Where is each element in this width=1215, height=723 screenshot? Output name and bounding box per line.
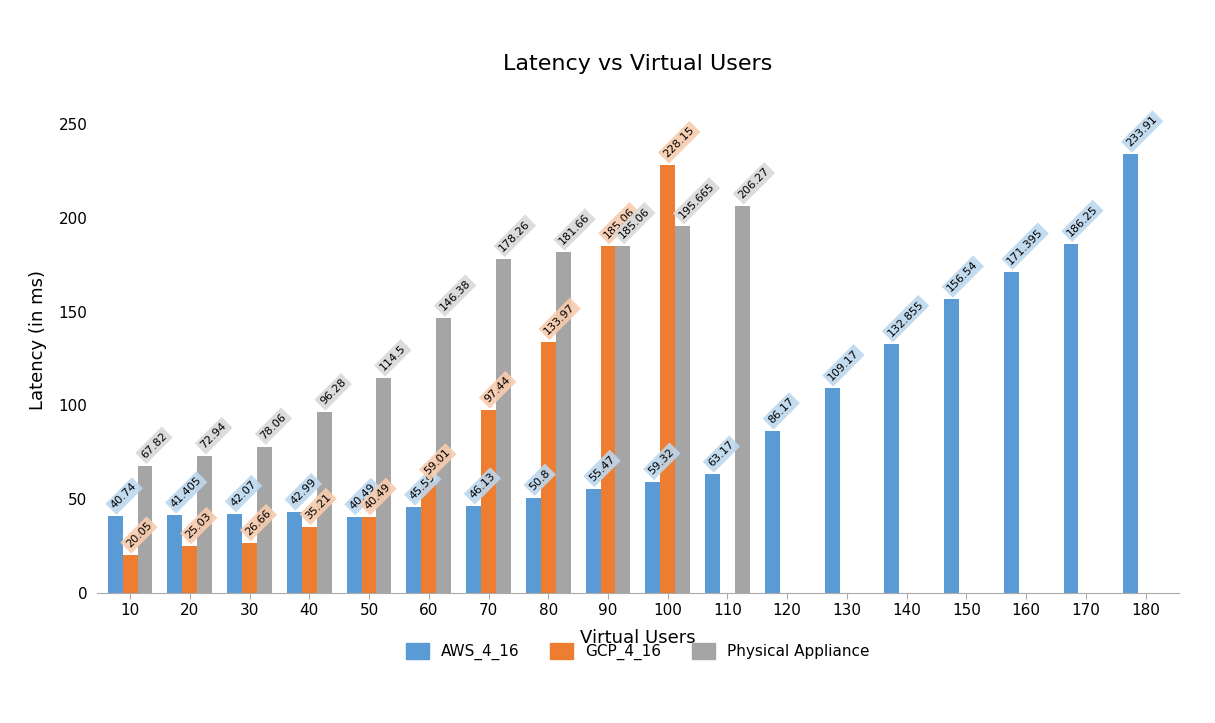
Bar: [467, 506, 481, 593]
Bar: [227, 514, 242, 593]
Text: 55.47: 55.47: [587, 453, 617, 483]
Bar: [481, 410, 496, 593]
Bar: [123, 555, 137, 593]
Bar: [182, 546, 197, 593]
Bar: [346, 517, 362, 593]
Text: 59.01: 59.01: [423, 447, 452, 476]
Text: 228.15: 228.15: [662, 125, 696, 160]
Bar: [377, 378, 391, 593]
X-axis label: Virtual Users: Virtual Users: [580, 630, 696, 647]
Text: 97.44: 97.44: [482, 375, 513, 405]
Text: 42.99: 42.99: [288, 477, 318, 507]
Bar: [287, 513, 301, 593]
Bar: [541, 342, 555, 593]
Text: 185.06: 185.06: [617, 206, 651, 240]
Bar: [1124, 155, 1138, 593]
Text: 96.28: 96.28: [318, 377, 347, 407]
Legend: AWS_4_16, GCP_4_16, Physical Appliance: AWS_4_16, GCP_4_16, Physical Appliance: [400, 637, 876, 666]
Text: 46.13: 46.13: [468, 471, 497, 501]
Bar: [301, 527, 317, 593]
Y-axis label: Latency (in ms): Latency (in ms): [29, 270, 47, 410]
Text: 42.07: 42.07: [228, 479, 259, 508]
Title: Latency vs Virtual Users: Latency vs Virtual Users: [503, 54, 773, 74]
Bar: [168, 515, 182, 593]
Bar: [108, 516, 123, 593]
Text: 233.91: 233.91: [1125, 114, 1159, 149]
Text: 40.74: 40.74: [109, 482, 139, 511]
Text: 171.395: 171.395: [1005, 226, 1045, 266]
Text: 25.03: 25.03: [183, 510, 214, 540]
Text: 45.59: 45.59: [408, 472, 437, 502]
Text: 86.17: 86.17: [767, 396, 796, 426]
Text: 35.21: 35.21: [304, 492, 333, 521]
Bar: [422, 482, 436, 593]
Text: 59.32: 59.32: [646, 446, 677, 476]
Bar: [660, 166, 676, 593]
Text: 114.5: 114.5: [378, 343, 407, 372]
Text: 50.8: 50.8: [527, 468, 552, 492]
Text: 181.66: 181.66: [558, 213, 592, 247]
Bar: [735, 206, 750, 593]
Bar: [600, 246, 616, 593]
Text: 26.66: 26.66: [244, 508, 273, 537]
Text: 186.25: 186.25: [1066, 204, 1100, 238]
Bar: [436, 318, 451, 593]
Text: 41.405: 41.405: [169, 475, 204, 510]
Bar: [764, 432, 780, 593]
Bar: [242, 543, 258, 593]
Bar: [526, 497, 541, 593]
Bar: [616, 246, 631, 593]
Bar: [1063, 244, 1079, 593]
Bar: [1004, 272, 1018, 593]
Text: 109.17: 109.17: [826, 348, 860, 382]
Text: 156.54: 156.54: [945, 260, 981, 294]
Text: 40.49: 40.49: [349, 482, 378, 511]
Bar: [406, 508, 422, 593]
Text: 132.855: 132.855: [886, 299, 926, 338]
Text: 78.06: 78.06: [259, 411, 288, 441]
Bar: [137, 466, 152, 593]
Bar: [197, 456, 213, 593]
Text: 146.38: 146.38: [437, 278, 473, 313]
Bar: [885, 344, 899, 593]
Text: 185.06: 185.06: [603, 206, 637, 240]
Bar: [944, 299, 959, 593]
Text: 178.26: 178.26: [498, 218, 532, 253]
Bar: [496, 259, 512, 593]
Bar: [362, 517, 377, 593]
Bar: [825, 388, 840, 593]
Bar: [705, 474, 720, 593]
Bar: [676, 226, 690, 593]
Bar: [586, 489, 600, 593]
Bar: [645, 482, 660, 593]
Bar: [555, 252, 571, 593]
Text: 20.05: 20.05: [124, 520, 154, 549]
Bar: [317, 412, 332, 593]
Bar: [258, 447, 272, 593]
Text: 67.82: 67.82: [140, 430, 169, 460]
Text: 40.49: 40.49: [363, 482, 392, 511]
Text: 195.665: 195.665: [677, 181, 716, 221]
Text: 206.27: 206.27: [736, 166, 772, 200]
Text: 72.94: 72.94: [199, 421, 228, 450]
Text: 63.17: 63.17: [707, 440, 736, 469]
Text: 133.97: 133.97: [542, 301, 577, 336]
